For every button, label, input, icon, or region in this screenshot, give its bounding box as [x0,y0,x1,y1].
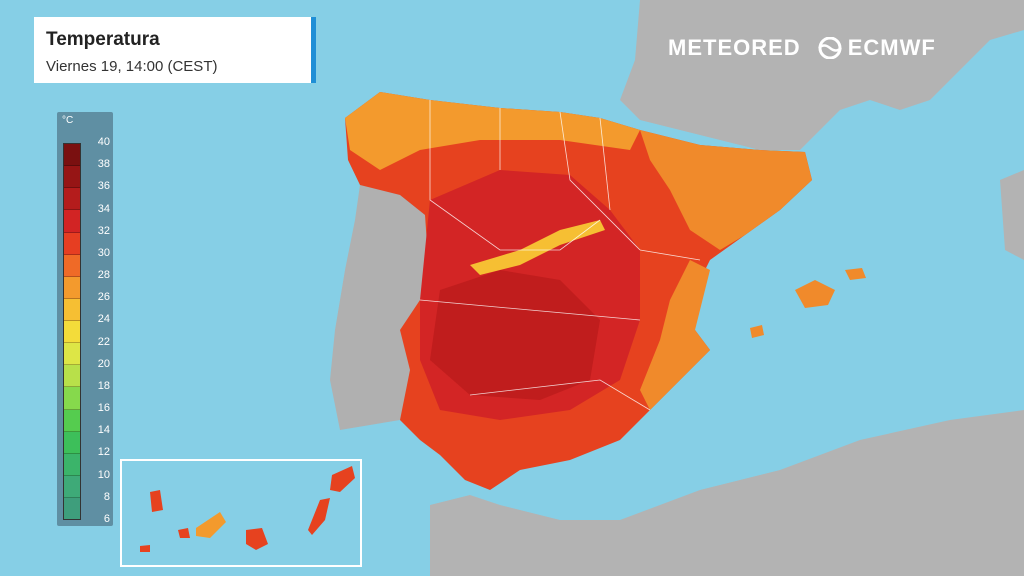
portugal-landmass [330,185,428,430]
legend-swatch [64,453,80,476]
legend-swatch [64,409,80,432]
legend-label: 28 [97,269,110,282]
legend-swatch [64,475,80,498]
africa-landmass [430,410,1024,576]
ecmwf-icon [817,37,842,59]
legend-swatch [64,232,80,255]
balearic-islands [795,280,835,308]
map-title: Temperatura [46,29,160,50]
legend-label: 36 [97,180,110,193]
legend-label: 12 [97,446,110,459]
legend-swatch [64,166,80,189]
legend-label: 24 [97,313,110,326]
title-box: Temperatura Viernes 19, 14:00 (CEST) [34,17,316,83]
ecmwf-text: ECMWF [847,35,936,60]
legend-label: 40 [97,136,110,148]
legend-swatch [64,144,80,167]
legend-label: 20 [97,357,110,370]
france-landmass [620,0,1024,150]
legend-label: 26 [97,291,110,304]
temperature-legend: °C 40 38 36 34 32 30 28 26 24 22 20 18 16 14 12 10 8 6 [57,112,113,526]
legend-label: 30 [97,246,110,259]
legend-label: 16 [97,402,110,415]
legend-label: 14 [97,424,110,437]
ecmwf-logo: ECMWF [815,35,936,61]
canary-islands [140,466,355,552]
legend-label: 34 [97,202,110,215]
legend-swatch [64,210,80,233]
logos: METEORED ECMWF [668,33,936,63]
legend-label: 38 [97,158,110,171]
legend-swatch [64,276,80,299]
legend-color-bar [63,143,81,520]
legend-swatch [64,343,80,366]
legend-unit: °C [62,115,74,126]
legend-swatch [64,431,80,454]
legend-label: 22 [97,335,110,348]
legend-label: 32 [97,224,110,237]
canary-islands-inset [120,459,362,567]
meteored-logo: METEORED [668,35,801,60]
legend-swatch [64,365,80,388]
legend-swatch [64,321,80,344]
legend-label: 18 [97,379,110,392]
legend-swatch [64,188,80,211]
legend-label: 10 [97,468,110,481]
legend-swatch [64,387,80,410]
legend-swatch [64,498,80,520]
map-subtitle: Viernes 19, 14:00 (CEST) [46,58,218,75]
legend-label: 8 [103,490,110,503]
legend-label: 6 [103,513,110,525]
legend-swatch [64,254,80,277]
legend-swatch [64,298,80,321]
